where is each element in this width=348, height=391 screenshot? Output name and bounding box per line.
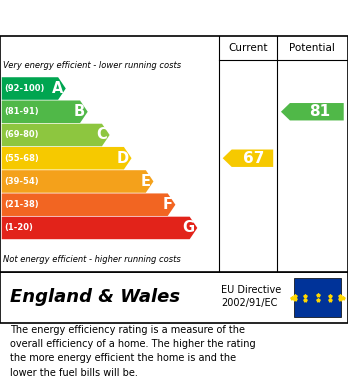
Text: (81-91): (81-91) xyxy=(5,107,39,116)
Text: Energy Efficiency Rating: Energy Efficiency Rating xyxy=(10,11,220,25)
Text: G: G xyxy=(182,221,195,235)
Text: D: D xyxy=(117,151,129,166)
Text: The energy efficiency rating is a measure of the
overall efficiency of a home. T: The energy efficiency rating is a measur… xyxy=(10,325,256,378)
Text: A: A xyxy=(52,81,63,96)
Polygon shape xyxy=(2,147,132,169)
Polygon shape xyxy=(2,170,153,193)
Text: 81: 81 xyxy=(309,104,331,119)
Polygon shape xyxy=(223,149,273,167)
Text: (1-20): (1-20) xyxy=(5,223,33,232)
Text: (39-54): (39-54) xyxy=(5,177,39,186)
Polygon shape xyxy=(2,217,197,239)
Text: (55-68): (55-68) xyxy=(5,154,39,163)
Text: 67: 67 xyxy=(243,151,265,166)
Text: Potential: Potential xyxy=(290,43,335,53)
Text: (92-100): (92-100) xyxy=(5,84,45,93)
Text: EU Directive
2002/91/EC: EU Directive 2002/91/EC xyxy=(221,285,281,308)
Polygon shape xyxy=(2,100,88,123)
Bar xyxy=(294,278,341,317)
Text: E: E xyxy=(141,174,151,189)
Text: Very energy efficient - lower running costs: Very energy efficient - lower running co… xyxy=(3,61,182,70)
Text: B: B xyxy=(74,104,85,119)
Polygon shape xyxy=(2,77,66,100)
Polygon shape xyxy=(281,103,344,120)
Text: Current: Current xyxy=(228,43,268,53)
Text: Not energy efficient - higher running costs: Not energy efficient - higher running co… xyxy=(3,255,181,264)
Text: (21-38): (21-38) xyxy=(5,200,39,209)
Text: F: F xyxy=(163,197,173,212)
Polygon shape xyxy=(2,124,110,146)
Text: (69-80): (69-80) xyxy=(5,131,39,140)
Text: England & Wales: England & Wales xyxy=(10,288,181,306)
Text: C: C xyxy=(96,127,107,142)
Polygon shape xyxy=(2,194,175,216)
